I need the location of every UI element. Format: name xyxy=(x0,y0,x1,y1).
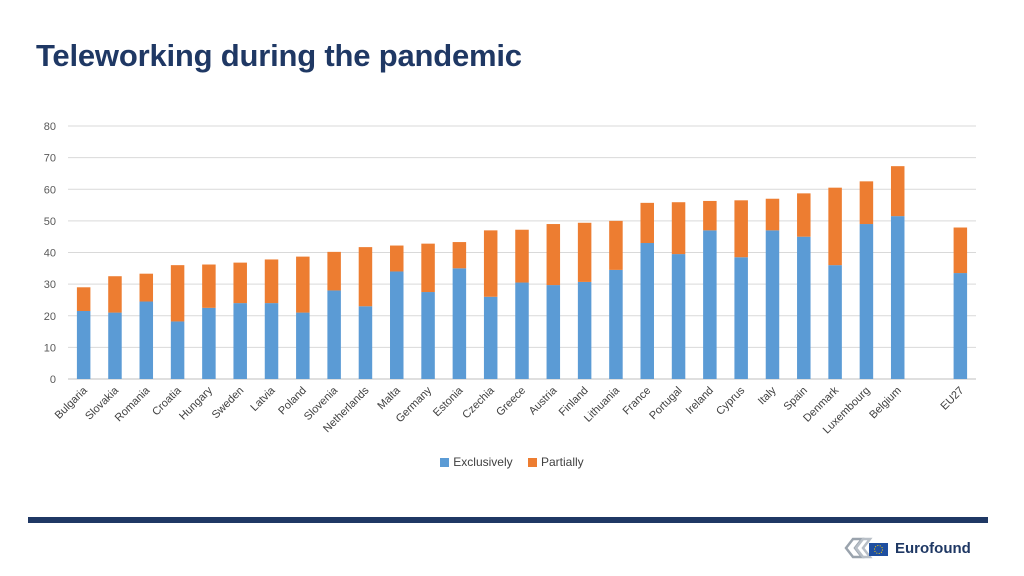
x-tick-label: Greece xyxy=(494,385,528,419)
bar-exclusively-ireland xyxy=(703,230,717,379)
bar-exclusively-croatia xyxy=(170,321,185,379)
y-tick-label: 0 xyxy=(50,374,56,386)
bar-partially-denmark xyxy=(828,187,842,266)
bar-exclusively-luxembourg xyxy=(859,224,874,379)
bar-exclusively-estonia xyxy=(452,268,467,379)
bar-exclusively-italy xyxy=(765,230,780,379)
bar-partially-lithuania xyxy=(609,220,623,270)
eurofound-emblem-icon xyxy=(844,537,888,559)
bar-exclusively-cyprus xyxy=(734,257,748,379)
x-tick-label: EU27 xyxy=(939,385,967,413)
bar-partially-netherlands xyxy=(358,247,373,307)
y-tick-label: 10 xyxy=(44,342,56,354)
x-tick-label: Czechia xyxy=(460,384,497,421)
bar-partially-spain xyxy=(797,193,811,237)
bar-exclusively-germany xyxy=(421,292,435,379)
bar-partially-hungary xyxy=(202,264,216,308)
bar-exclusively-latvia xyxy=(264,303,279,379)
bar-partially-estonia xyxy=(452,242,467,269)
bar-exclusively-austria xyxy=(546,285,561,379)
legend-label-partially: Partially xyxy=(541,455,584,469)
bar-exclusively-czechia xyxy=(483,296,498,379)
bar-exclusively-poland xyxy=(296,312,310,379)
legend-item-partially: Partially xyxy=(528,455,584,469)
bar-partially-sweden xyxy=(233,262,247,304)
bar-exclusively-romania xyxy=(139,301,154,379)
bar-exclusively-eu27 xyxy=(953,273,968,379)
bar-partially-italy xyxy=(765,198,780,231)
bar-partially-eu27 xyxy=(953,227,968,274)
bar-exclusively-finland xyxy=(577,281,592,379)
x-tick-label: Malta xyxy=(375,384,403,412)
legend-swatch-exclusively xyxy=(440,457,450,467)
bar-partially-greece xyxy=(515,229,529,283)
bar-exclusively-belgium xyxy=(890,216,905,379)
bar-partially-france xyxy=(640,202,654,244)
legend-label-exclusively: Exclusively xyxy=(453,455,513,469)
bar-partially-malta xyxy=(390,245,404,272)
bar-partially-croatia xyxy=(170,265,185,322)
bar-partially-belgium xyxy=(890,166,905,217)
x-tick-label: Cyprus xyxy=(714,384,747,417)
x-tick-label: Hungary xyxy=(177,384,215,422)
bar-partially-slovakia xyxy=(108,276,122,313)
bar-exclusively-spain xyxy=(797,236,811,379)
x-tick-label: Spain xyxy=(782,385,810,413)
x-tick-label: Austria xyxy=(527,384,560,417)
x-tick-label: Ireland xyxy=(684,385,716,417)
logo-text: Eurofound xyxy=(895,539,971,557)
bar-exclusively-netherlands xyxy=(358,306,373,379)
y-tick-label: 80 xyxy=(44,121,56,133)
y-tick-label: 30 xyxy=(44,279,56,291)
y-tick-label: 70 xyxy=(44,153,56,165)
bar-exclusively-greece xyxy=(515,282,529,379)
bar-exclusively-france xyxy=(640,243,654,379)
bar-partially-austria xyxy=(546,224,561,286)
y-tick-label: 60 xyxy=(44,184,56,196)
bar-partially-latvia xyxy=(264,259,279,304)
x-tick-label: Romania xyxy=(113,384,153,424)
bar-partially-bulgaria xyxy=(76,287,91,312)
bar-exclusively-malta xyxy=(390,271,404,379)
bar-partially-romania xyxy=(139,273,154,302)
y-tick-label: 50 xyxy=(44,216,56,228)
eurofound-logo: Eurofound xyxy=(840,536,971,560)
bar-exclusively-lithuania xyxy=(609,269,623,379)
x-tick-label: Lithuania xyxy=(582,384,623,425)
bar-exclusively-sweden xyxy=(233,303,247,379)
bar-partially-portugal xyxy=(671,202,686,255)
bar-partially-finland xyxy=(577,222,592,282)
bar-partially-poland xyxy=(296,256,310,313)
bar-exclusively-hungary xyxy=(202,307,216,379)
chart-legend: Exclusively Partially xyxy=(0,455,1024,470)
x-tick-label: Latvia xyxy=(248,384,278,414)
stacked-bar-chart: 01020304050607080BulgariaSlovakiaRomania… xyxy=(44,121,976,436)
bar-partially-luxembourg xyxy=(859,181,874,225)
footer-divider xyxy=(28,517,988,523)
x-tick-label: Portugal xyxy=(647,385,684,422)
legend-swatch-partially xyxy=(528,457,537,467)
page-title: Teleworking during the pandemic xyxy=(36,38,522,73)
legend-item-exclusively: Exclusively xyxy=(440,455,513,469)
bar-exclusively-slovenia xyxy=(327,290,341,379)
bar-partially-ireland xyxy=(703,200,717,231)
y-tick-label: 40 xyxy=(44,248,56,260)
x-tick-label: Sweden xyxy=(210,385,247,422)
y-tick-label: 20 xyxy=(44,311,56,323)
bar-partially-cyprus xyxy=(734,200,748,258)
bar-exclusively-slovakia xyxy=(108,312,122,379)
x-tick-label: Belgium xyxy=(867,385,904,422)
x-tick-label: Italy xyxy=(756,384,779,407)
bar-partially-czechia xyxy=(483,230,498,297)
bar-exclusively-portugal xyxy=(671,254,686,379)
bar-partially-slovenia xyxy=(327,251,341,291)
bar-exclusively-bulgaria xyxy=(76,311,91,379)
bar-partially-germany xyxy=(421,243,435,293)
bar-exclusively-denmark xyxy=(828,265,842,379)
